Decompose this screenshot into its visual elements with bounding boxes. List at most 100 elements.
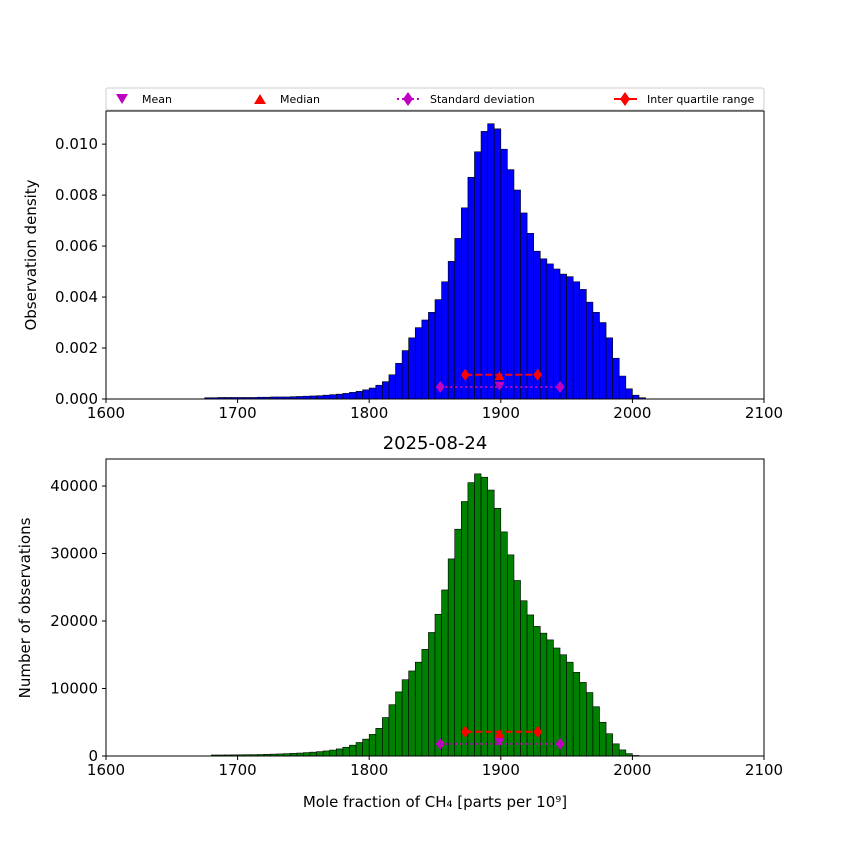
density-bar bbox=[375, 384, 383, 400]
count-axes-frame bbox=[105, 458, 765, 757]
count-bar bbox=[500, 531, 508, 757]
count-bar bbox=[414, 661, 423, 757]
count-bar bbox=[342, 746, 350, 757]
count-x-tick-label: 2100 bbox=[745, 761, 783, 779]
count-bar bbox=[513, 580, 521, 757]
count-x-tick-label: 1700 bbox=[219, 761, 257, 779]
density-bar bbox=[586, 301, 594, 400]
legend-label-std: Standard deviation bbox=[430, 93, 535, 106]
count-bar bbox=[434, 613, 442, 757]
density-bar bbox=[447, 261, 456, 400]
density-bar bbox=[335, 393, 344, 400]
count-bar bbox=[335, 748, 344, 757]
density-bar bbox=[605, 337, 613, 400]
count-summary-markers bbox=[435, 725, 565, 750]
count-bar bbox=[520, 600, 528, 757]
density-y-tick-label: 0.004 bbox=[55, 288, 98, 306]
count-bar bbox=[322, 750, 331, 757]
legend-entry-median: Median bbox=[254, 93, 320, 106]
density-median-marker bbox=[494, 371, 505, 381]
count-bar bbox=[474, 473, 482, 757]
legend-entry-std: Standard deviation bbox=[397, 92, 535, 106]
count-bar bbox=[618, 749, 627, 757]
legend-label-iqr: Inter quartile range bbox=[647, 93, 754, 106]
density-bar bbox=[329, 394, 337, 400]
count-std-low-marker bbox=[435, 737, 445, 750]
density-y-tick-label: 0.006 bbox=[55, 237, 98, 255]
density-bar bbox=[553, 268, 561, 400]
count-std-high-marker bbox=[555, 737, 565, 750]
count-bar bbox=[316, 751, 324, 757]
count-y-tick-label: 40000 bbox=[50, 477, 98, 495]
density-bar bbox=[592, 312, 600, 400]
density-bar bbox=[546, 263, 554, 400]
count-bar bbox=[487, 489, 495, 757]
density-y-tick-label: 0.010 bbox=[55, 135, 98, 153]
density-bar bbox=[401, 350, 409, 400]
count-bar bbox=[401, 679, 409, 757]
density-bar bbox=[441, 281, 449, 400]
density-y-axis-label: Observation density bbox=[22, 179, 40, 330]
density-bar bbox=[414, 327, 423, 400]
count-bar bbox=[303, 752, 311, 757]
median-triangle-icon bbox=[254, 94, 266, 104]
count-y-tick-label: 20000 bbox=[50, 612, 98, 630]
density-bar bbox=[368, 387, 377, 400]
count-bar bbox=[362, 738, 370, 757]
count-bar bbox=[572, 671, 581, 757]
density-x-tick-label: 1900 bbox=[482, 404, 520, 422]
density-bar bbox=[362, 389, 370, 400]
density-bar bbox=[395, 363, 403, 400]
count-bar bbox=[421, 649, 429, 757]
density-bar bbox=[382, 381, 390, 400]
count-bar bbox=[579, 682, 587, 757]
legend-frame bbox=[105, 87, 765, 111]
count-bar bbox=[539, 632, 548, 757]
count-bar bbox=[349, 744, 357, 757]
density-summary-markers bbox=[435, 368, 565, 394]
count-y-axis-label: Number of observations bbox=[16, 517, 34, 698]
count-bar bbox=[382, 717, 390, 757]
count-bar bbox=[355, 742, 363, 757]
legend-label-median: Median bbox=[280, 93, 320, 106]
legend: Mean Median Standard deviation Inter qua… bbox=[105, 87, 765, 111]
count-bar bbox=[467, 482, 475, 757]
count-bar bbox=[375, 728, 383, 757]
density-bar bbox=[539, 258, 548, 400]
count-bar bbox=[526, 614, 534, 757]
density-y-ticks: 0.000 0.002 0.004 0.006 0.008 0.010 bbox=[55, 135, 106, 408]
density-bar bbox=[467, 176, 475, 400]
density-bar bbox=[625, 388, 633, 400]
density-bar bbox=[513, 189, 521, 400]
legend-entry-mean: Mean bbox=[116, 93, 172, 106]
count-x-tick-label: 2000 bbox=[613, 761, 651, 779]
density-bar bbox=[507, 169, 515, 400]
count-y-tick-label: 10000 bbox=[50, 680, 98, 698]
density-bars bbox=[204, 123, 646, 400]
density-bar bbox=[454, 238, 462, 400]
density-x-tick-label: 1800 bbox=[350, 404, 388, 422]
count-bar bbox=[368, 734, 377, 757]
density-bar bbox=[566, 276, 574, 400]
density-bar bbox=[349, 392, 357, 400]
count-bar bbox=[408, 670, 416, 757]
count-y-ticks: 0 10000 20000 30000 40000 bbox=[50, 477, 106, 765]
count-bar bbox=[493, 507, 502, 757]
legend-entry-iqr: Inter quartile range bbox=[614, 92, 754, 106]
density-bar bbox=[572, 281, 581, 400]
count-bar bbox=[605, 733, 613, 757]
count-y-tick-label: 30000 bbox=[50, 545, 98, 563]
count-histogram-panel: 2025-08-24 1600 1700 1800 1900 2000 2100 0 100… bbox=[16, 433, 783, 811]
density-bar bbox=[632, 394, 640, 400]
density-y-tick-label: 0.008 bbox=[55, 186, 98, 204]
count-x-tick-label: 1800 bbox=[350, 761, 388, 779]
count-bar bbox=[447, 558, 456, 757]
density-bar bbox=[618, 375, 627, 400]
density-bar bbox=[579, 289, 587, 400]
density-bar bbox=[421, 319, 429, 400]
density-bar bbox=[388, 374, 396, 400]
density-bar bbox=[355, 391, 363, 400]
density-bar bbox=[520, 212, 528, 400]
density-std-low-marker bbox=[435, 381, 445, 394]
